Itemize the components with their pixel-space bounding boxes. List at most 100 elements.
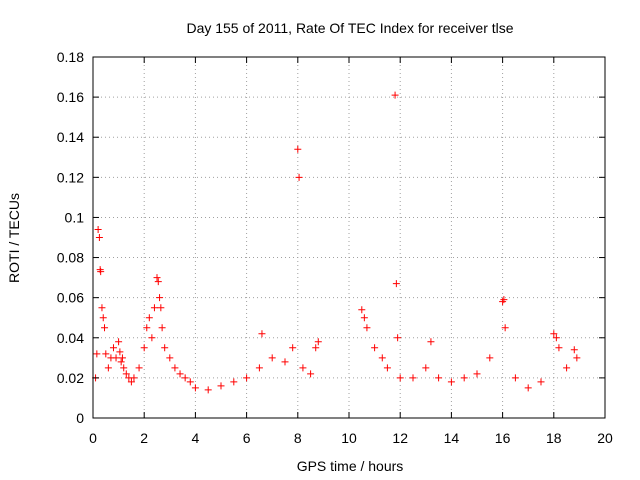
y-axis-ticks: 0 0.02 0.04 0.06 0.08 0.1 0.12 0.14 0.16 0.18 <box>57 49 605 426</box>
data-point <box>486 354 494 362</box>
data-point <box>435 374 443 382</box>
data-point <box>281 358 289 366</box>
data-point <box>97 268 105 276</box>
y-tick-label: 0.14 <box>57 129 84 145</box>
x-tick-label: 14 <box>444 430 460 446</box>
data-point <box>268 354 276 362</box>
data-point <box>176 370 184 378</box>
data-point <box>552 334 560 342</box>
data-point <box>157 304 165 312</box>
data-point <box>186 378 194 386</box>
data-point <box>363 324 371 332</box>
data-point <box>289 344 297 352</box>
data-point <box>99 314 107 322</box>
data-point <box>312 344 320 352</box>
data-point <box>122 370 130 378</box>
data-point <box>360 314 368 322</box>
data-point <box>258 330 266 338</box>
x-tick-label: 4 <box>192 430 200 446</box>
data-point <box>135 364 143 372</box>
data-point <box>555 344 563 352</box>
y-tick-label: 0.1 <box>65 209 85 225</box>
y-tick-label: 0.04 <box>57 330 84 346</box>
y-axis-label: ROTI / TECUs <box>6 193 22 283</box>
data-point <box>153 274 161 282</box>
x-tick-label: 6 <box>243 430 251 446</box>
data-point <box>150 304 158 312</box>
data-point <box>524 384 532 392</box>
data-point <box>143 324 151 332</box>
data-point <box>102 350 110 358</box>
data-point <box>500 296 508 304</box>
data-point <box>460 374 468 382</box>
data-point <box>573 354 581 362</box>
x-axis-label: GPS time / hours <box>297 458 404 474</box>
data-point <box>115 338 123 346</box>
data-point <box>161 344 169 352</box>
data-point <box>447 378 455 386</box>
data-point <box>140 344 148 352</box>
data-point <box>166 354 174 362</box>
data-point <box>117 358 125 366</box>
data-point <box>94 225 102 233</box>
data-point <box>98 304 106 312</box>
data-point <box>295 173 303 181</box>
data-point <box>307 370 315 378</box>
data-point <box>570 346 578 354</box>
chart-title: Day 155 of 2011, Rate Of TEC Index for r… <box>186 20 513 36</box>
data-point <box>394 334 402 342</box>
grid-lines <box>93 57 605 418</box>
data-point <box>243 374 251 382</box>
data-point <box>537 378 545 386</box>
data-point <box>191 384 199 392</box>
y-tick-label: 0.06 <box>57 290 84 306</box>
data-point <box>422 364 430 372</box>
data-point <box>171 364 179 372</box>
data-point <box>116 348 124 356</box>
y-tick-label: 0 <box>76 410 84 426</box>
data-point <box>154 278 162 286</box>
data-point <box>511 374 519 382</box>
data-point <box>217 382 225 390</box>
data-point <box>156 294 164 302</box>
data-point <box>409 374 417 382</box>
data-point <box>383 364 391 372</box>
y-tick-label: 0.12 <box>57 169 84 185</box>
y-tick-label: 0.18 <box>57 49 84 65</box>
data-point <box>145 314 153 322</box>
data-point <box>104 364 112 372</box>
x-tick-label: 18 <box>546 430 562 446</box>
data-point <box>120 364 128 372</box>
data-point <box>255 364 263 372</box>
data-point <box>204 386 212 394</box>
data-point <box>130 374 138 382</box>
data-point <box>396 374 404 382</box>
data-point <box>358 306 366 314</box>
data-point <box>563 364 571 372</box>
data-point <box>299 364 307 372</box>
data-point <box>378 354 386 362</box>
y-tick-label: 0.08 <box>57 250 84 266</box>
data-point <box>427 338 435 346</box>
data-point <box>148 334 156 342</box>
data-point <box>230 378 238 386</box>
data-point <box>127 378 135 386</box>
data-point <box>109 344 117 352</box>
data-point <box>95 234 103 241</box>
data-point <box>294 145 302 153</box>
data-point <box>550 330 558 338</box>
x-tick-label: 8 <box>294 430 302 446</box>
x-tick-label: 16 <box>495 430 511 446</box>
x-tick-label: 20 <box>597 430 613 446</box>
data-point <box>314 338 322 346</box>
y-tick-label: 0.02 <box>57 370 84 386</box>
data-point <box>392 280 400 288</box>
x-axis-ticks: 0 2 4 6 8 10 12 14 16 18 20 <box>89 57 613 446</box>
data-point <box>118 354 126 362</box>
data-point <box>93 350 101 358</box>
data-point <box>371 344 379 352</box>
x-tick-label: 12 <box>392 430 408 446</box>
data-point <box>112 354 120 362</box>
